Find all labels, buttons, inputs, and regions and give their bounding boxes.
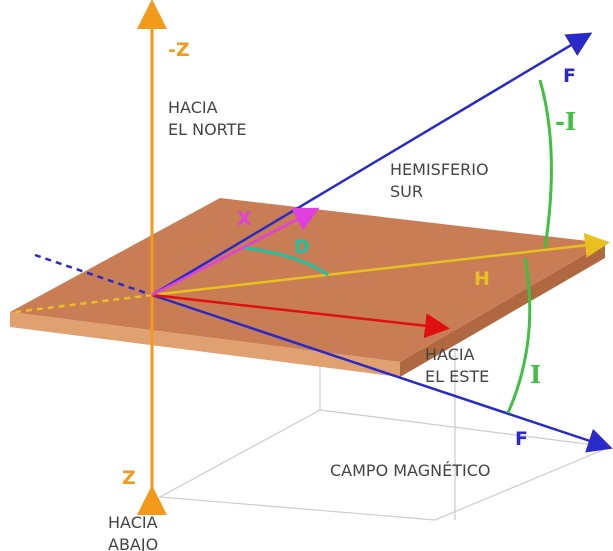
label: HACIA bbox=[425, 345, 475, 364]
label: D bbox=[294, 236, 310, 258]
box-wireframe bbox=[157, 350, 611, 521]
i-arc bbox=[538, 79, 553, 249]
label: SUR bbox=[390, 182, 423, 201]
dashed-axis bbox=[34, 253, 153, 297]
x-vector bbox=[151, 207, 320, 297]
label: Z bbox=[122, 467, 136, 489]
label: X bbox=[237, 208, 252, 230]
f-vector bbox=[151, 32, 593, 297]
dashed-axis bbox=[14, 293, 153, 314]
h-vector bbox=[151, 232, 610, 297]
east-vector bbox=[151, 293, 450, 339]
label: I bbox=[530, 360, 541, 389]
i-arc bbox=[506, 257, 532, 414]
label: EL NORTE bbox=[168, 120, 247, 139]
label: HEMISFERIO bbox=[390, 160, 489, 179]
label: H bbox=[474, 268, 490, 290]
label: -I bbox=[555, 107, 576, 136]
label: EL ESTE bbox=[425, 367, 489, 386]
label: -Z bbox=[168, 39, 190, 61]
label: F bbox=[563, 65, 576, 87]
plane-edge bbox=[400, 243, 605, 377]
label: HACIA bbox=[108, 513, 158, 532]
label: F bbox=[515, 428, 528, 450]
plane-edge bbox=[10, 312, 400, 377]
f-vector bbox=[151, 293, 613, 453]
d-arc bbox=[244, 246, 329, 277]
label: ABAJO bbox=[108, 535, 158, 551]
label: CAMPO MAGNÉTICO bbox=[330, 461, 490, 480]
label: HACIA bbox=[168, 98, 218, 117]
